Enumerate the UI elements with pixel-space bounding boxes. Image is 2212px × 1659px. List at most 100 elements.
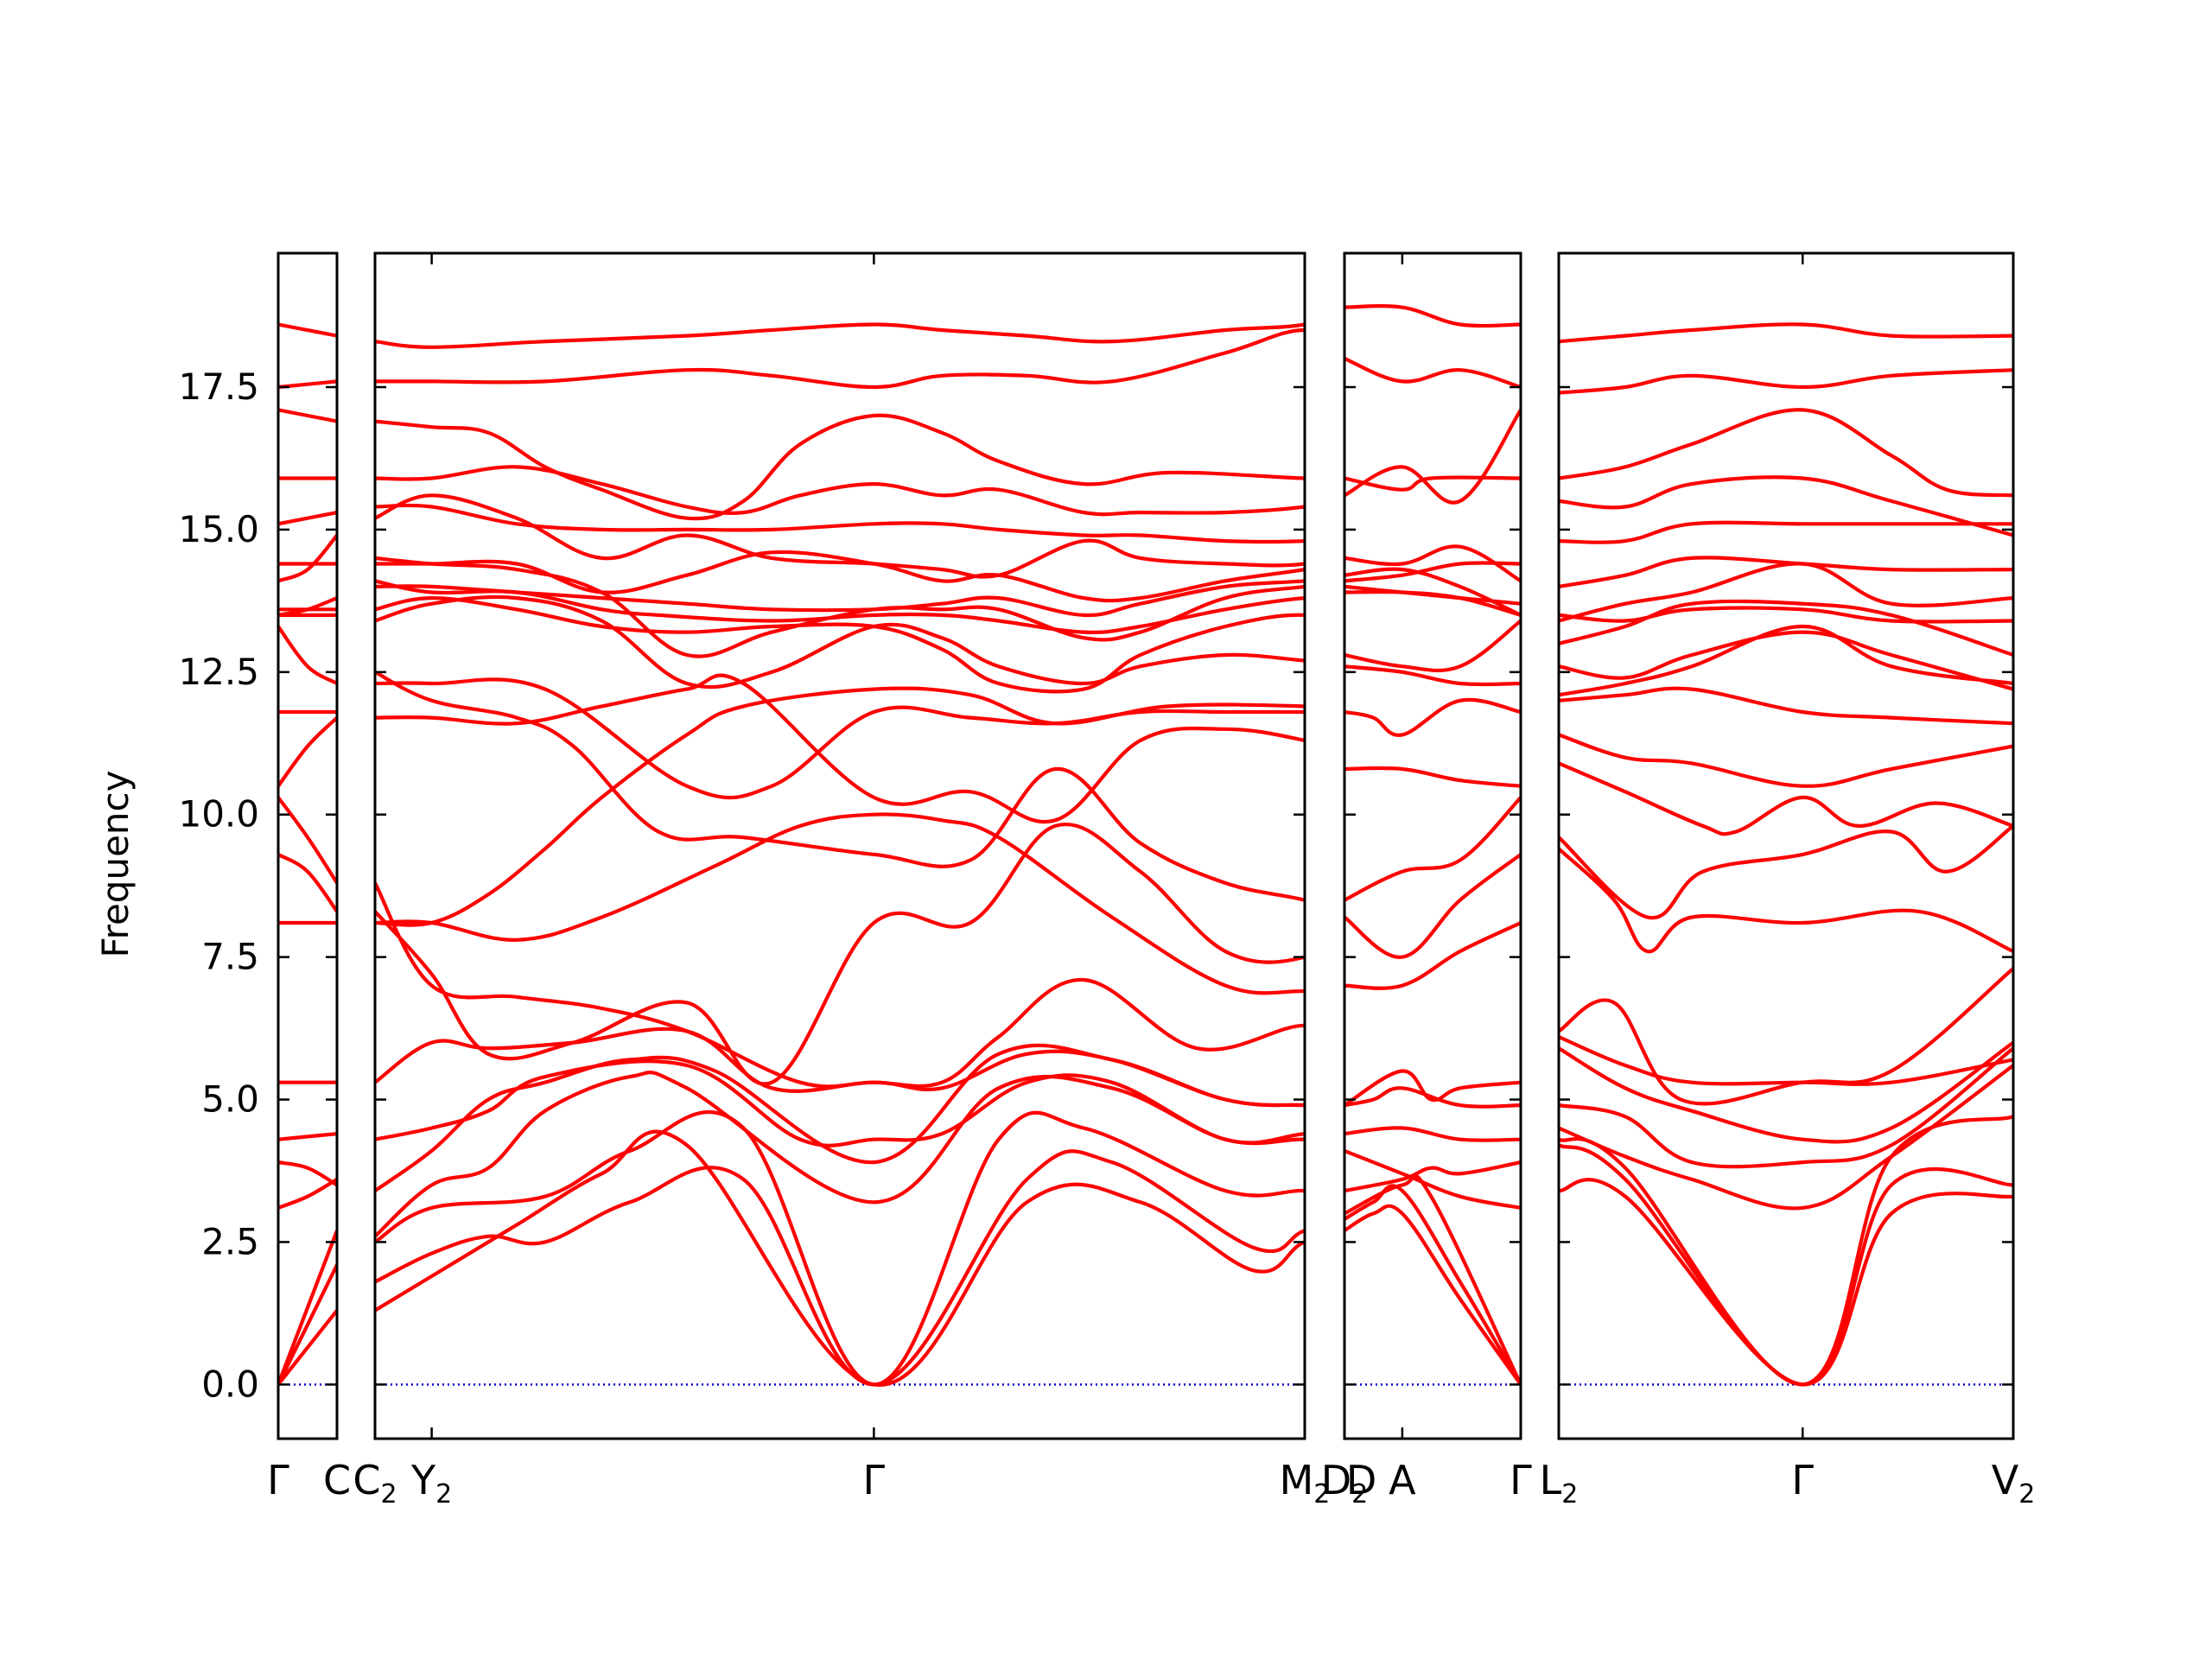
- phonon-band: [375, 579, 1305, 618]
- phonon-band: [1559, 322, 2013, 344]
- y-tick-label: 12.5: [178, 651, 259, 693]
- phonon-band: [1559, 630, 2013, 691]
- phonon-band: [1559, 408, 2013, 498]
- phonon-band: [278, 1132, 337, 1141]
- y-axis-label: Frequency: [94, 771, 137, 958]
- x-tick-label: A: [1389, 1457, 1416, 1503]
- phonon-band: [1344, 475, 1521, 492]
- phonon-band: [278, 408, 337, 423]
- phonon-band: [278, 1178, 337, 1210]
- phonon-band: [1344, 1069, 1521, 1107]
- x-tick-label: D: [1346, 1457, 1376, 1503]
- x-tick-label: M2: [1280, 1457, 1331, 1510]
- phonon-band: [278, 596, 337, 617]
- y-tick-label: 10.0: [178, 793, 259, 836]
- x-tick-label: D2: [1321, 1457, 1369, 1510]
- phonon-band: [1559, 556, 2013, 588]
- phonon-band: [375, 677, 1305, 800]
- phonon-band: [375, 594, 1305, 690]
- phonon-band: [1559, 686, 2013, 726]
- bands: [375, 322, 1305, 1387]
- panel-frame: [276, 251, 339, 1440]
- phonon-band: [278, 625, 337, 685]
- phonon-band: [375, 322, 1305, 349]
- x-tick-label: C2: [353, 1457, 397, 1510]
- phonon-band: [375, 465, 1305, 517]
- phonon-band: [375, 1109, 1305, 1387]
- phonon-band: [1559, 562, 2013, 623]
- panel-c2-d: C2 Y2 Γ M2 D: [353, 251, 1376, 1510]
- phonon-band: [375, 1059, 1305, 1147]
- phonon-band: [1344, 567, 1521, 617]
- phonon-band: [1559, 624, 2013, 697]
- phonon-band: [375, 812, 1305, 995]
- phonon-band: [375, 493, 1305, 579]
- x-tick-label: L2: [1540, 1457, 1579, 1510]
- x-tick-label: Y2: [410, 1457, 452, 1510]
- phonon-band: [375, 670, 1305, 902]
- phonon-band: [1559, 967, 2013, 1106]
- bands: [1344, 304, 1521, 1386]
- phonon-band: [278, 853, 337, 913]
- phonon-band: [1344, 796, 1521, 902]
- y-tick-label: 5.0: [201, 1078, 259, 1121]
- x-tick-label: Γ: [267, 1457, 289, 1503]
- phonon-band: [375, 823, 1305, 1086]
- phonon-band: [278, 511, 337, 526]
- bands: [278, 322, 337, 1386]
- phonon-band: [1559, 1040, 2013, 1144]
- phonon-band: [1344, 921, 1521, 990]
- panel-d2-gamma: D2 A Γ: [1321, 251, 1532, 1510]
- phonon-band: [375, 550, 1305, 603]
- phonon-band: [1559, 847, 2013, 954]
- phonon-band: [1344, 853, 1521, 959]
- phonon-band: [1344, 544, 1521, 583]
- plot-panels: Γ C C2 Y2 Γ M2 DD2 A Γ L2 Γ V2: [267, 251, 2036, 1510]
- phonon-band: [1344, 357, 1521, 390]
- phonon-band: [278, 322, 337, 338]
- phonon-band: [1344, 664, 1521, 687]
- panel-frame: [1343, 251, 1522, 1440]
- phonon-band: [1559, 1064, 2013, 1211]
- phonon-band: [1559, 1035, 2013, 1086]
- y-tick-label: 0.0: [201, 1363, 259, 1405]
- phonon-band: [1559, 475, 2013, 537]
- phonon-band: [1344, 1160, 1521, 1193]
- phonon-band: [1344, 1204, 1521, 1386]
- phonon-band: [1344, 304, 1521, 328]
- phonon-band: [278, 534, 337, 583]
- y-tick-label: 15.0: [178, 508, 259, 550]
- phonon-band: [1559, 733, 2013, 788]
- phonon-band: [1559, 606, 2013, 624]
- phonon-band: [1559, 1046, 2013, 1169]
- x-tick-label: V2: [1992, 1457, 2036, 1510]
- x-tick-label: C: [323, 1457, 351, 1503]
- phonon-band: [375, 673, 1305, 824]
- phonon-band: [1559, 1115, 2013, 1387]
- phonon-band: [375, 327, 1305, 390]
- phonon-band: [375, 503, 1305, 544]
- y-axis: 0.0 2.5 5.0 7.5 10.0 12.5 15.0 17.5: [178, 365, 259, 1405]
- phonon-band: [1344, 1086, 1521, 1109]
- x-tick-label: Γ: [1510, 1457, 1532, 1503]
- phonon-band: [375, 413, 1305, 521]
- phonon-band: [1344, 409, 1521, 505]
- phonon-band: [278, 1160, 337, 1187]
- phonon-band: [375, 881, 1305, 1089]
- phonon-band: [1344, 1148, 1521, 1210]
- phonon-band: [1344, 1184, 1521, 1386]
- y-tick-label: 2.5: [201, 1220, 259, 1262]
- phonon-band: [375, 1149, 1305, 1387]
- phonon-band: [1344, 697, 1521, 737]
- phonon-band: [278, 796, 337, 885]
- panel-frame: [1557, 251, 2015, 1440]
- y-tick-label: 7.5: [201, 936, 259, 978]
- phonon-band: [1559, 368, 2013, 395]
- phonon-band: [278, 716, 337, 787]
- bands: [1559, 322, 2013, 1387]
- y-tick-label: 17.5: [178, 365, 259, 408]
- phonon-band: [1344, 766, 1521, 788]
- phonon-band: [1559, 599, 2013, 657]
